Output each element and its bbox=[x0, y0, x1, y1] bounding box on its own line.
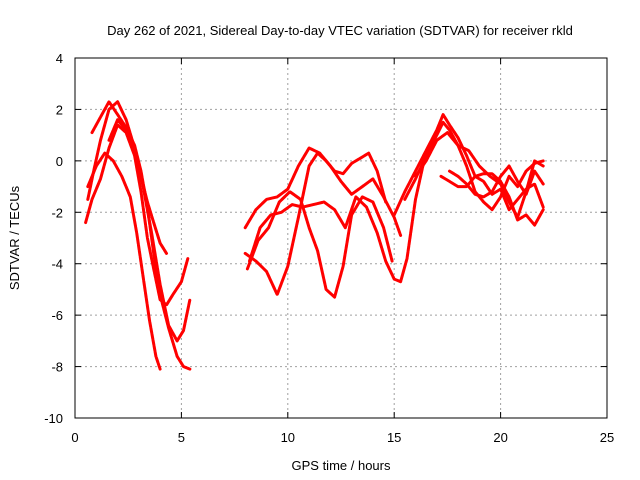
x-tick-label: 5 bbox=[178, 430, 185, 445]
y-tick-label: -10 bbox=[44, 411, 63, 426]
series-arc-5 bbox=[107, 118, 168, 255]
y-tick-label: -8 bbox=[51, 360, 63, 375]
x-tick-label: 15 bbox=[387, 430, 401, 445]
x-tick-label: 10 bbox=[281, 430, 295, 445]
series-arc-14 bbox=[448, 164, 545, 199]
series-arc-10 bbox=[392, 113, 545, 217]
y-tick-label: -6 bbox=[51, 308, 63, 323]
series-arc-4 bbox=[86, 151, 162, 371]
series-arc-2 bbox=[86, 100, 192, 343]
y-tick-label: 2 bbox=[56, 102, 63, 117]
series-arc-7 bbox=[243, 151, 388, 297]
data-series bbox=[84, 100, 545, 371]
x-axis-label: GPS time / hours bbox=[292, 458, 391, 473]
plot-frame bbox=[74, 57, 608, 419]
chart-title: Day 262 of 2021, Sidereal Day-to-day VTE… bbox=[107, 23, 573, 38]
y-tick-label: -2 bbox=[51, 205, 63, 220]
x-tick-label: 25 bbox=[600, 430, 614, 445]
x-tick-label: 20 bbox=[493, 430, 507, 445]
y-tick-label: 0 bbox=[56, 154, 63, 169]
series-arc-3 bbox=[90, 100, 192, 371]
y-tick-label: -4 bbox=[51, 257, 63, 272]
series-arc-1 bbox=[84, 123, 190, 307]
y-axis-label: SDTVAR / TECUs bbox=[7, 185, 22, 290]
x-tick-label: 0 bbox=[71, 430, 78, 445]
series-arc-11 bbox=[403, 120, 545, 212]
series-arc-12 bbox=[414, 131, 545, 219]
series-arc-6 bbox=[243, 146, 403, 237]
series-arc-8 bbox=[245, 190, 394, 299]
series-arc-9 bbox=[248, 159, 426, 284]
series-arc-13 bbox=[439, 172, 545, 227]
y-tick-label: 4 bbox=[56, 51, 63, 66]
grid bbox=[75, 58, 607, 418]
